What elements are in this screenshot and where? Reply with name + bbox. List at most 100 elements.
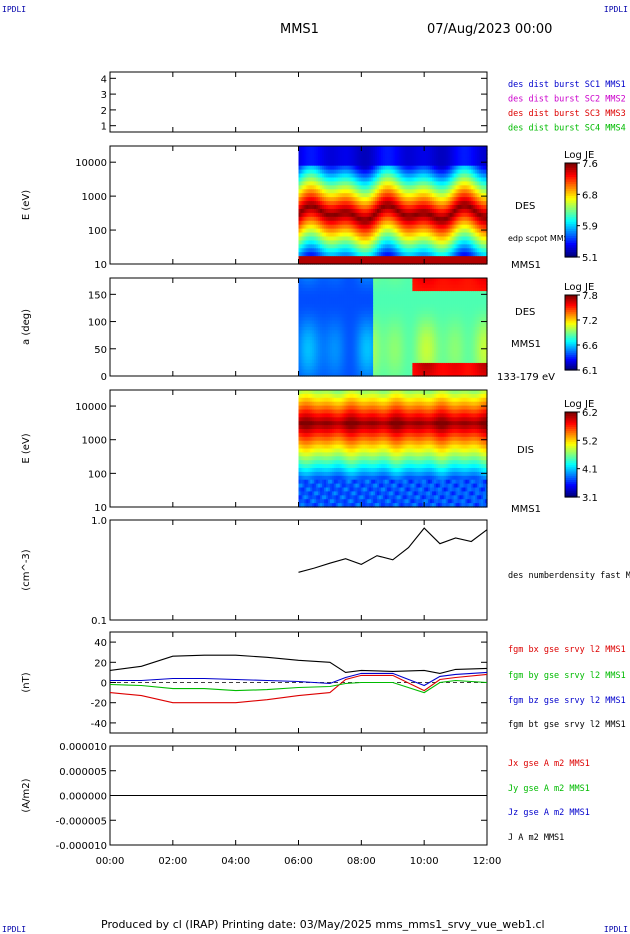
- spectrogram-cell: [320, 356, 323, 361]
- spectrogram-cell: [422, 287, 425, 292]
- spectrogram-cell: [310, 244, 313, 249]
- spectrogram-cell: [379, 320, 382, 325]
- spectrogram-cell: [388, 224, 392, 230]
- spectrogram-cell: [314, 252, 317, 257]
- spectrogram-cell: [329, 369, 333, 374]
- spectrogram-cell: [400, 248, 404, 253]
- spectrogram-cell: [341, 216, 345, 222]
- spectrogram-cell: [394, 336, 398, 341]
- spectrogram-cell: [392, 313, 396, 318]
- spectrogram-cell: [441, 189, 445, 194]
- spectrogram-cell: [422, 157, 425, 163]
- spectrogram-cell: [388, 248, 392, 253]
- spectrogram-cell: [375, 353, 378, 357]
- spectrogram-cell: [396, 304, 400, 308]
- spectrogram-cell: [481, 146, 484, 151]
- spectrogram-cell: [341, 232, 345, 238]
- spectrogram-cell: [310, 260, 313, 265]
- spectrogram-cell: [414, 281, 417, 286]
- spectrogram-cell: [331, 320, 335, 325]
- spectrogram-cell: [426, 201, 429, 206]
- spectrogram-cell: [412, 356, 415, 361]
- spectrogram-cell: [365, 248, 368, 253]
- spectrogram-cell: [341, 330, 345, 335]
- spectrogram-cell: [347, 340, 351, 344]
- spectrogram-cell: [422, 336, 425, 341]
- spectrogram-cell: [477, 149, 480, 155]
- spectrogram-cell: [322, 300, 325, 305]
- spectrogram-cell: [441, 236, 445, 241]
- spectrogram-cell: [316, 340, 319, 344]
- spectrogram-cell: [432, 201, 435, 206]
- spectrogram-cell: [388, 165, 392, 171]
- spectrogram-cell: [439, 149, 443, 155]
- spectrogram-cell: [322, 165, 325, 171]
- spectrogram-cell: [343, 185, 347, 190]
- spectrogram-cell: [327, 146, 331, 151]
- spectrogram-cell: [318, 336, 321, 341]
- spectrogram-cell: [349, 369, 353, 374]
- spectrogram-cell: [422, 356, 425, 361]
- spectrogram-cell: [345, 336, 349, 341]
- spectrogram-cell: [414, 291, 417, 295]
- spectrogram-cell: [337, 232, 341, 238]
- spectrogram-cell: [388, 346, 392, 351]
- spectrogram-cell: [337, 362, 341, 367]
- spectrogram-cell: [384, 307, 388, 312]
- spectrogram-cell: [377, 336, 380, 341]
- spectrogram-cell: [343, 362, 347, 367]
- spectrogram-cell: [371, 260, 374, 265]
- spectrogram-cell: [447, 224, 451, 230]
- spectrogram-cell: [392, 193, 396, 198]
- spectrogram-cell: [455, 146, 459, 151]
- spectrogram-cell: [408, 165, 412, 171]
- spectrogram-cell: [386, 208, 390, 214]
- spectrogram-cell: [361, 287, 364, 292]
- y-tick-label: 10000: [75, 158, 107, 169]
- spectrogram-cell: [298, 366, 302, 371]
- spectrogram-cell: [402, 252, 406, 257]
- spectrogram-cell: [420, 189, 423, 194]
- spectrogram-cell: [406, 212, 410, 218]
- spectrogram-cell: [331, 173, 335, 179]
- spectrogram-cell: [371, 349, 374, 354]
- spectrogram-cell: [318, 300, 321, 305]
- spectrogram-cell: [316, 236, 319, 241]
- spectrogram-cell: [300, 294, 304, 299]
- spectrogram-cell: [300, 216, 304, 222]
- spectrogram-cell: [306, 232, 309, 238]
- spectrogram-cell: [418, 372, 421, 377]
- spectrogram-cell: [333, 353, 337, 357]
- spectrogram-cell: [341, 252, 345, 257]
- spectrogram-cell: [324, 177, 327, 182]
- spectrogram-cell: [451, 252, 455, 257]
- spectrogram-cell: [420, 333, 423, 338]
- spectrogram-cell: [302, 228, 305, 234]
- spectrogram-cell: [420, 240, 423, 245]
- spectrogram-cell: [304, 146, 307, 151]
- spectrogram-cell: [308, 149, 311, 155]
- des-energy-colorbar-swatch: [565, 202, 577, 206]
- spectrogram-cell: [341, 244, 345, 249]
- spectrogram-cell: [337, 212, 341, 218]
- spectrogram-cell: [467, 208, 470, 214]
- spectrogram-cell: [318, 362, 321, 367]
- spectrogram-cell: [453, 169, 457, 175]
- spectrogram-cell: [471, 157, 474, 163]
- spectrogram-cell: [428, 228, 431, 234]
- spectrogram-cell: [329, 173, 333, 179]
- spectrogram-cell: [424, 349, 427, 354]
- spectrogram-cell: [327, 323, 331, 328]
- spectrogram-cell: [355, 232, 358, 238]
- des-energy-side-label-3: MMS1: [511, 260, 541, 271]
- spectrogram-cell: [351, 346, 355, 351]
- spectrogram-cell: [418, 177, 421, 182]
- spectrogram-cell: [418, 205, 421, 210]
- spectrogram-cell: [310, 297, 313, 302]
- spectrogram-cell: [479, 181, 482, 186]
- spectrogram-cell: [355, 185, 358, 190]
- spectrogram-cell: [339, 317, 343, 322]
- spectrogram-cell: [325, 297, 329, 302]
- spectrogram-cell: [373, 173, 376, 179]
- spectrogram-cell: [367, 177, 370, 182]
